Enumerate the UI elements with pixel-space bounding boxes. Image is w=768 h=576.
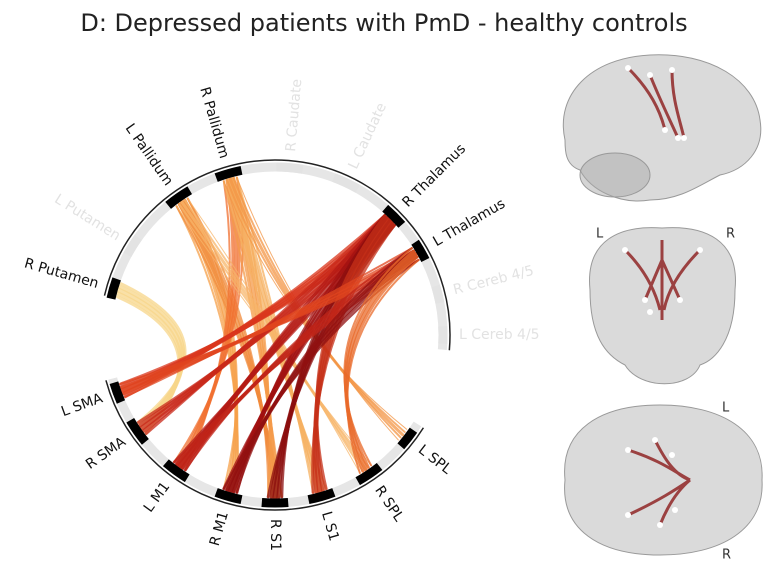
node-segment <box>411 239 430 263</box>
node-segment <box>431 284 445 304</box>
brain-coronal: L R <box>589 227 736 385</box>
node-label: R SPL <box>371 483 406 525</box>
connection <box>345 255 419 473</box>
connection <box>346 258 420 474</box>
connection <box>183 199 364 473</box>
node-segment <box>307 488 336 505</box>
node-label: L Caudate <box>346 100 391 171</box>
view-label: R <box>726 227 735 242</box>
ring-outline <box>105 380 425 511</box>
node-label: L M1 <box>141 479 173 515</box>
node-segment <box>214 488 243 505</box>
node-label: R Pallidum <box>196 85 232 160</box>
node-segment <box>276 162 304 174</box>
connection <box>343 247 413 467</box>
connection <box>118 285 186 428</box>
title: D: Depressed patients with PmD - healthy… <box>80 9 687 37</box>
connection <box>187 198 361 474</box>
view-label: L <box>722 401 730 416</box>
node-segment <box>261 497 289 508</box>
node-segment <box>162 459 190 483</box>
node-label: R Cereb 4/5 <box>452 263 536 298</box>
node-segment <box>165 186 193 209</box>
node-segment <box>126 417 149 445</box>
connection <box>344 252 418 472</box>
node-label: L Thalamus <box>430 196 508 250</box>
node-segment <box>397 427 418 450</box>
connection <box>235 247 413 494</box>
connection <box>178 203 370 469</box>
connection <box>176 205 372 466</box>
connection <box>119 282 187 424</box>
node-label: L Cereb 4/5 <box>459 327 540 343</box>
node-label: L S1 <box>318 510 342 543</box>
brain-axial: L R <box>564 401 763 563</box>
node-label: R Putamen <box>22 256 100 292</box>
node-segment <box>332 173 360 193</box>
node-label: L Putamen <box>52 191 124 244</box>
node-segment <box>355 462 383 486</box>
connection <box>311 223 396 494</box>
node-label: L SPL <box>415 442 454 478</box>
node-segment <box>214 165 243 182</box>
node-label: R Caudate <box>283 78 305 152</box>
node-segment <box>123 234 142 258</box>
brain-sagittal <box>562 54 762 202</box>
node-label: L SMA <box>59 390 105 420</box>
node-label: L Pallidum <box>122 121 176 189</box>
ring-outline <box>103 159 451 351</box>
node-label: R S1 <box>267 519 283 551</box>
view-label: R <box>722 548 731 563</box>
node-label: R Thalamus <box>399 141 469 211</box>
connection <box>312 220 394 494</box>
node-segment <box>382 204 406 228</box>
node-segment <box>106 277 121 300</box>
node-segment <box>109 381 126 404</box>
view-label: L <box>596 227 604 242</box>
node-label: R SMA <box>83 434 129 473</box>
node-label: R M1 <box>207 510 232 548</box>
connection <box>180 200 368 471</box>
